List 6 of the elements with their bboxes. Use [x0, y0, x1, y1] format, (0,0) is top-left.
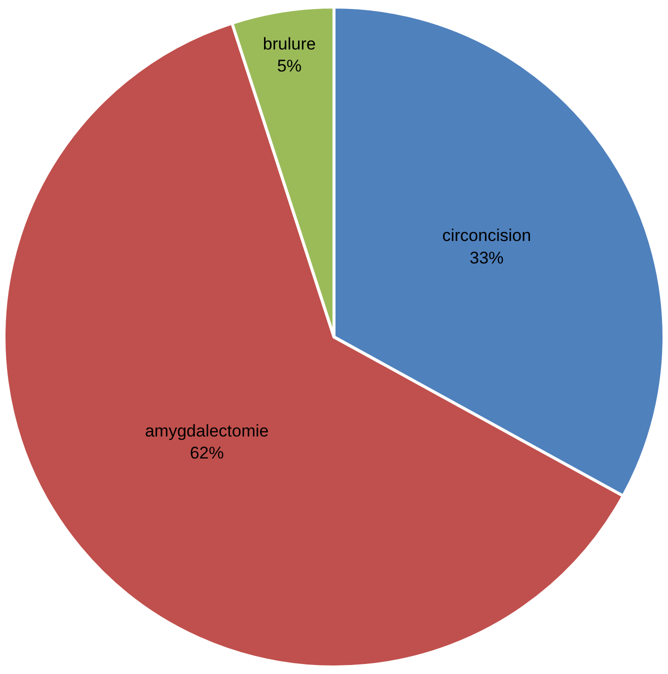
- data-label: 5%: [277, 56, 302, 76]
- data-label: 33%: [470, 248, 504, 268]
- slice-label: brulure: [262, 34, 316, 54]
- slice-label: circoncision: [442, 226, 532, 246]
- data-label: 62%: [190, 444, 224, 463]
- slice-label: amygdalectomie: [144, 422, 269, 441]
